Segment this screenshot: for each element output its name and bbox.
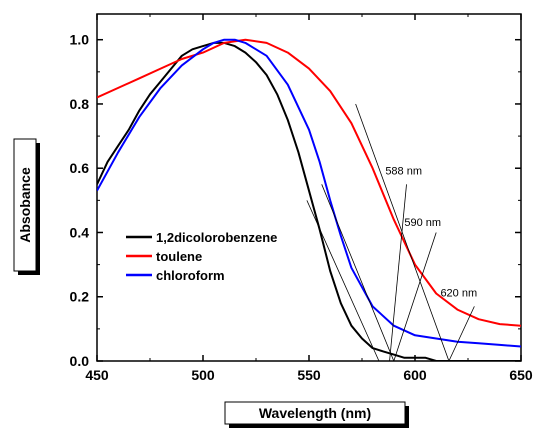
annotation-label-2: 620 nm <box>440 288 477 300</box>
y-tick-label: 0.8 <box>70 96 90 112</box>
x-tick-label: 650 <box>509 367 533 383</box>
annotation-leader-1 <box>393 232 437 362</box>
x-axis-label-box: Wavelength (nm) <box>224 401 409 428</box>
series-line-2 <box>97 38 521 348</box>
tangent-line-2 <box>306 200 380 362</box>
series-line-1 <box>97 38 521 327</box>
x-tick-label: 600 <box>403 367 427 383</box>
annotation-leader-0 <box>389 184 407 362</box>
y-axis-label-box: Absobance <box>13 138 40 275</box>
annotation-label-1: 590 nm <box>404 217 441 229</box>
x-axis-label: Wavelength (nm) <box>259 405 371 421</box>
x-tick-label: 550 <box>297 367 321 383</box>
y-tick-label: 0.4 <box>70 224 90 240</box>
annotation-leader-2 <box>448 306 475 362</box>
x-tick-label: 450 <box>85 367 109 383</box>
y-tick-label: 0.2 <box>70 289 90 305</box>
tick-layer: 450 500 550 600 650 0.0 0.2 0.4 0.6 0.8 1.0 <box>70 14 533 383</box>
annotation-layer: 588 nm 590 nm 620 nm <box>385 166 477 362</box>
series-line-0 <box>97 41 521 361</box>
legend-label-1: toulene <box>156 249 202 264</box>
legend-label-2: chloroform <box>156 268 225 283</box>
y-tick-label: 0.0 <box>70 353 90 369</box>
x-tick-label: 500 <box>191 367 215 383</box>
tangent-line-1 <box>321 184 395 362</box>
legend: 1,2dicolorobenzene toulene chloroform <box>126 230 277 283</box>
series-layer <box>97 38 521 361</box>
annotation-label-0: 588 nm <box>385 166 422 178</box>
tangent-layer <box>306 103 450 362</box>
y-tick-label: 0.6 <box>70 160 90 176</box>
legend-label-0: 1,2dicolorobenzene <box>156 230 277 245</box>
y-axis-label: Absobance <box>17 167 33 243</box>
y-tick-label: 1.0 <box>70 32 90 48</box>
